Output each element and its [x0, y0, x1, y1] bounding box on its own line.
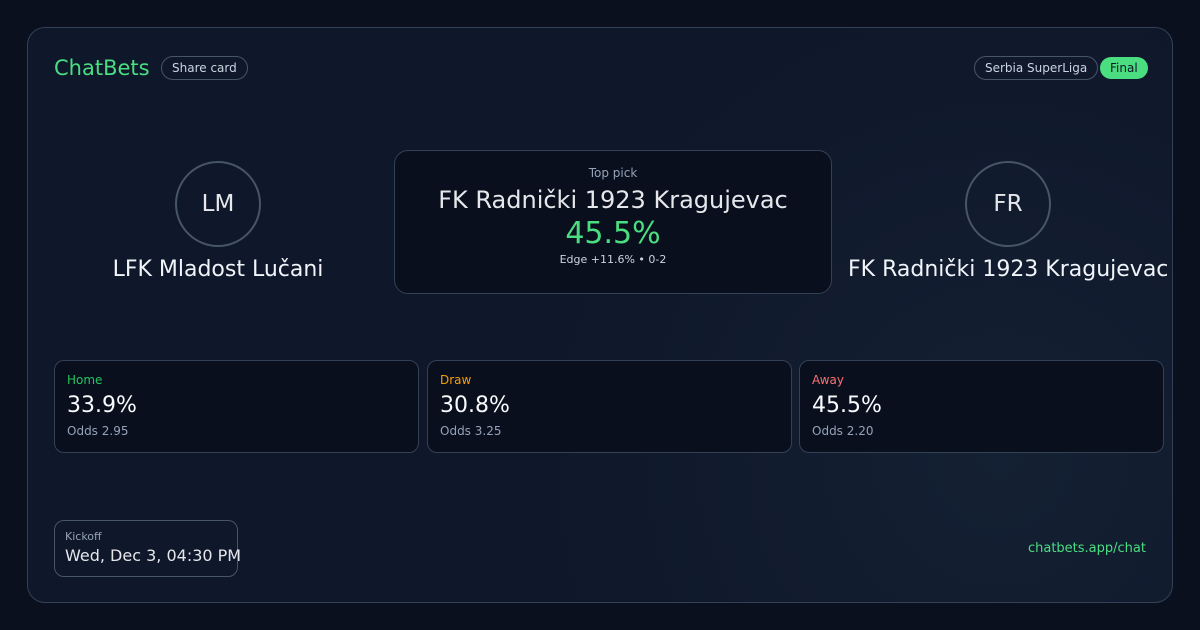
kickoff-box: Kickoff Wed, Dec 3, 04:30 PM — [54, 520, 242, 577]
kickoff-time: Wed, Dec 3, 04:30 PM — [65, 546, 242, 565]
top-pick-edge: Edge +11.6% • 0-2 — [559, 253, 667, 266]
status-badge: Final — [1100, 57, 1148, 79]
outcome-draw: Draw 30.8% Odds 3.25 — [427, 360, 792, 453]
outcome-odds: Odds 3.25 — [440, 424, 502, 438]
outcome-label: Home — [67, 373, 103, 387]
away-team-name: FK Radnički 1923 Kragujevac — [848, 257, 1169, 282]
home-team-avatar: LM — [175, 161, 261, 247]
league-badge: Serbia SuperLiga — [974, 56, 1099, 80]
outcome-probability: 33.9% — [67, 393, 137, 418]
top-pick-panel: Top pick FK Radnički 1923 Kragujevac 45.… — [394, 150, 832, 294]
away-team-avatar: FR — [965, 161, 1051, 247]
outcome-home: Home 33.9% Odds 2.95 — [54, 360, 419, 453]
top-pick-team: FK Radnički 1923 Kragujevac — [438, 186, 788, 214]
outcome-away: Away 45.5% Odds 2.20 — [799, 360, 1164, 453]
chat-link[interactable]: chatbets.app/chat — [1027, 541, 1146, 556]
top-pick-probability: 45.5% — [565, 216, 661, 251]
outcome-odds: Odds 2.95 — [67, 424, 129, 438]
share-card-button[interactable]: Share card — [161, 56, 248, 80]
top-pick-label: Top pick — [588, 166, 638, 180]
outcome-label: Away — [812, 373, 844, 387]
outcome-probability: 30.8% — [440, 393, 510, 418]
share-card: ChatBets Share card Serbia SuperLiga Fin… — [27, 27, 1173, 603]
outcome-probability: 45.5% — [812, 393, 882, 418]
kickoff-label: Kickoff — [65, 530, 102, 543]
home-team-name: LFK Mladost Lučani — [112, 257, 324, 282]
brand-logo: ChatBets — [54, 56, 150, 80]
outcome-label: Draw — [440, 373, 472, 387]
outcome-odds: Odds 2.20 — [812, 424, 874, 438]
